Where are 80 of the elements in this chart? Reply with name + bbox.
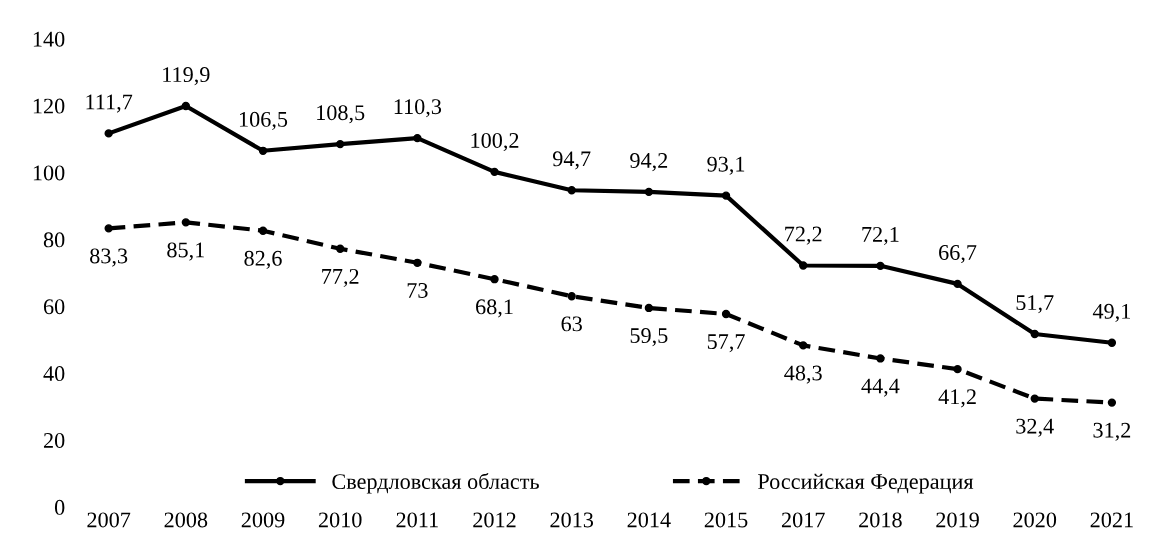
point xyxy=(181,218,191,227)
data-label: 119,9 xyxy=(163,67,210,86)
point xyxy=(1030,394,1039,403)
x-tick-label: 2014 xyxy=(627,512,671,528)
data-label: 59,5 xyxy=(630,328,668,347)
x-tick-label: 2012 xyxy=(473,512,516,528)
x-tick-label: 2020 xyxy=(1013,512,1057,528)
y-tick-label: 80 xyxy=(43,232,65,248)
data-label: 77,2 xyxy=(322,268,359,288)
x-tick-label: 2013 xyxy=(550,512,594,528)
point xyxy=(799,261,808,270)
data-label: 49,1 xyxy=(1092,303,1131,322)
point xyxy=(490,275,499,284)
data-label: 83,3 xyxy=(90,248,128,267)
y-tick-label: 120 xyxy=(33,98,65,114)
point xyxy=(258,146,268,155)
point xyxy=(104,129,113,138)
data-label: 41,2 xyxy=(938,389,976,408)
x-tick-label: 2011 xyxy=(396,512,438,528)
data-label: 68,1 xyxy=(476,299,513,318)
point xyxy=(1107,398,1117,407)
y-tick-label: 0 xyxy=(54,499,65,515)
data-label: 51,7 xyxy=(1016,295,1054,314)
point xyxy=(644,303,654,313)
data-label: 73 xyxy=(407,282,428,298)
x-tick-label: 2008 xyxy=(164,512,208,528)
point xyxy=(258,226,268,235)
data-label: 82,6 xyxy=(244,250,282,269)
x-tick-label: 2019 xyxy=(936,512,979,528)
data-label: 110,3 xyxy=(394,99,442,118)
data-label: 108,5 xyxy=(317,105,365,124)
data-label: 100,2 xyxy=(471,132,519,152)
data-label: 66,7 xyxy=(939,244,977,264)
x-tick-label: 2021 xyxy=(1090,512,1133,528)
point xyxy=(104,224,113,233)
point xyxy=(413,133,422,143)
legend-label: Свердловская область xyxy=(332,472,539,494)
legend-label: Российская Федерация xyxy=(758,473,974,494)
point xyxy=(721,191,731,200)
point xyxy=(336,139,345,149)
point xyxy=(336,244,345,253)
data-label: 94,2 xyxy=(630,153,668,172)
y-tick-label: 100 xyxy=(33,165,65,181)
point xyxy=(876,354,885,363)
data-label: 48,3 xyxy=(784,365,822,384)
data-label: 85,1 xyxy=(167,242,204,261)
point xyxy=(1107,338,1117,347)
point xyxy=(567,186,576,195)
x-tick-label: 2010 xyxy=(318,512,362,528)
point xyxy=(413,258,422,267)
y-tick-label: 40 xyxy=(43,366,65,382)
data-label: 72,2 xyxy=(785,226,822,245)
point xyxy=(953,279,962,289)
x-tick-label: 2015 xyxy=(704,512,748,528)
point xyxy=(644,187,654,197)
x-tick-label: 2009 xyxy=(241,512,285,528)
data-label: 44,4 xyxy=(861,378,900,397)
data-label: 31,2 xyxy=(1093,422,1131,441)
data-label: 93,1 xyxy=(707,156,745,175)
point xyxy=(1030,329,1039,339)
data-label: 63 xyxy=(561,316,582,332)
data-label: 111,7 xyxy=(86,94,133,113)
data-label: 32,4 xyxy=(1016,418,1054,437)
x-tick-label: 2017 xyxy=(781,512,825,528)
data-label: 57,7 xyxy=(707,334,745,353)
data-label: 72,1 xyxy=(862,226,899,246)
point xyxy=(490,167,499,177)
y-tick-label: 20 xyxy=(43,432,65,448)
point xyxy=(721,309,731,319)
point xyxy=(181,101,191,111)
point xyxy=(876,261,885,270)
y-tick-label: 140 xyxy=(33,31,65,47)
data-label: 106,5 xyxy=(239,111,288,131)
point xyxy=(567,292,576,301)
x-tick-label: 2018 xyxy=(859,512,902,528)
x-tick-label: 2007 xyxy=(87,512,131,528)
point xyxy=(953,364,962,374)
data-label: 94,7 xyxy=(552,151,591,170)
y-tick-label: 60 xyxy=(43,299,65,315)
point xyxy=(799,341,808,350)
